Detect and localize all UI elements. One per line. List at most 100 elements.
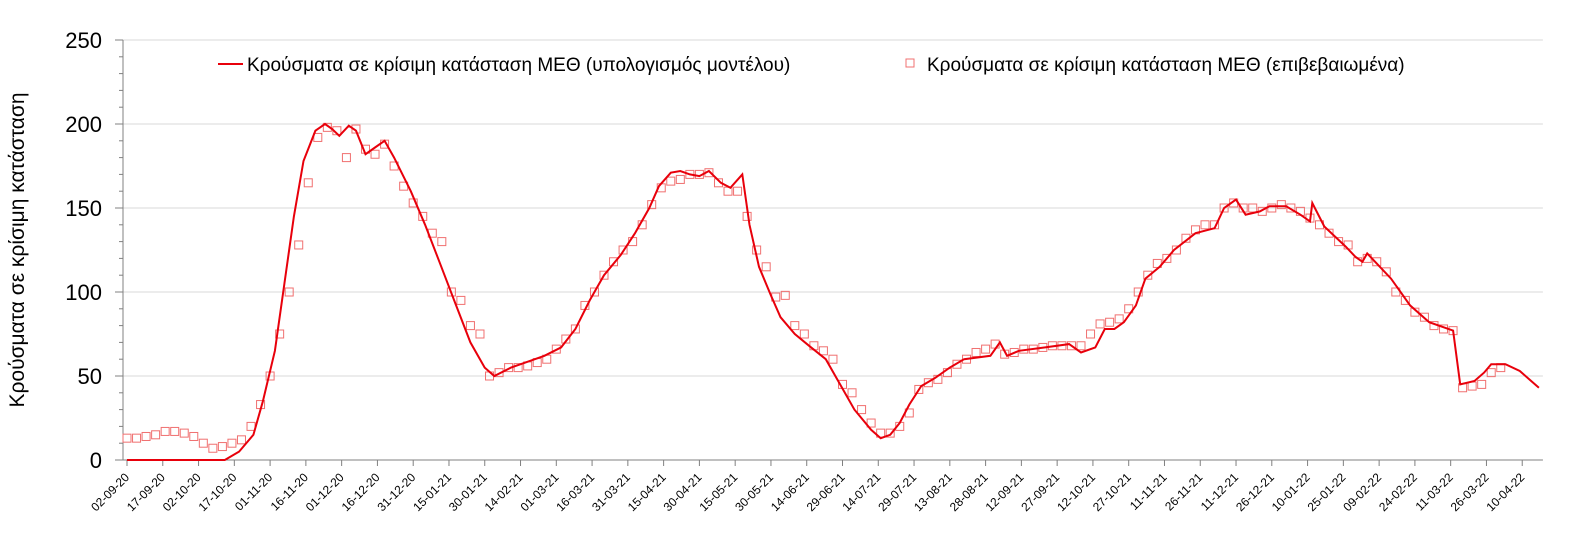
confirmed-point (885, 428, 895, 438)
confirmed-point (475, 329, 485, 339)
confirmed-point (914, 384, 924, 394)
confirmed-point (160, 426, 170, 436)
y-tick-label: 150 (65, 196, 102, 221)
confirmed-point (294, 240, 304, 250)
confirmed-point (189, 431, 199, 441)
confirmed-point (818, 346, 828, 356)
y-axis-label: Κρούσματα σε κρίσιμη κατάσταση (6, 92, 29, 407)
confirmed-point (780, 290, 790, 300)
y-tick-label: 100 (65, 280, 102, 305)
x-tick-label: 25-01-22 (1305, 470, 1349, 514)
confirmed-point (551, 344, 561, 354)
x-tick-label: 24-02-22 (1376, 470, 1420, 514)
x-tick-label: 16-03-21 (553, 470, 597, 514)
x-tick-label: 01-11-20 (232, 470, 275, 513)
x-tick-label: 09-02-22 (1340, 470, 1384, 514)
confirmed-point (561, 334, 571, 344)
confirmed-point (790, 321, 800, 331)
confirmed-point (1066, 341, 1076, 351)
confirmed-point (866, 418, 876, 428)
confirmed-point (570, 324, 580, 334)
confirmed-point (1219, 203, 1229, 213)
x-tick-label: 27-10-21 (1090, 470, 1134, 514)
confirmed-point (675, 174, 685, 184)
confirmed-point (666, 176, 676, 186)
x-tick-label: 30-01-21 (446, 470, 490, 514)
confirmed-point (1334, 237, 1344, 247)
x-tick-label: 28-08-21 (947, 470, 991, 514)
confirmed-point (132, 433, 142, 443)
confirmed-point (141, 431, 151, 441)
confirmed-point (170, 426, 180, 436)
legend-square-swatch (905, 58, 915, 68)
x-tick-label: 26-11-21 (1162, 470, 1205, 513)
confirmed-point (1486, 368, 1496, 378)
confirmed-point (198, 438, 208, 448)
confirmed-point (217, 442, 227, 452)
confirmed-point (923, 378, 933, 388)
x-tick-label: 16-12-20 (339, 470, 383, 514)
confirmed-point (1143, 270, 1153, 280)
x-tick-label: 10-01-22 (1269, 470, 1313, 514)
confirmed-point (122, 433, 132, 443)
confirmed-point (1324, 228, 1334, 238)
x-tick-label: 14-02-21 (482, 470, 526, 514)
x-tick-label: 31-12-20 (374, 470, 418, 514)
x-tick-label: 14-07-21 (840, 470, 884, 514)
confirmed-point (303, 178, 313, 188)
confirmed-point (208, 443, 218, 453)
confirmed-point (857, 405, 867, 415)
legend: Κρούσματα σε κρίσιμη κατάσταση ΜΕΘ (υπολ… (218, 55, 1405, 76)
confirmed-point (313, 132, 323, 142)
confirmed-point (1467, 381, 1477, 391)
confirmed-point (1171, 245, 1181, 255)
x-tick-label: 15-01-21 (410, 470, 454, 514)
confirmed-point (589, 287, 599, 297)
x-tick-label: 29-07-21 (875, 470, 919, 514)
confirmed-point (828, 354, 838, 364)
x-tick-label: 29-06-21 (804, 470, 848, 514)
x-tick-label: 12-09-21 (983, 470, 1027, 514)
x-tick-label: 26-12-21 (1233, 470, 1277, 514)
confirmed-point (227, 438, 237, 448)
x-tick-label: 14-06-21 (768, 470, 812, 514)
confirmed-point (1200, 220, 1210, 230)
confirmed-point (275, 329, 285, 339)
legend-label-confirmed: Κρούσματα σε κρίσιμη κατάσταση ΜΕΘ (επιβ… (927, 55, 1405, 76)
x-tick-label: 17-10-20 (196, 470, 240, 514)
x-tick-label: 17-09-20 (124, 470, 168, 514)
confirmed-point (847, 388, 857, 398)
confirmed-point (1286, 203, 1296, 213)
x-tick-label: 01-03-21 (518, 470, 562, 514)
x-tick-label: 11-11-21 (1127, 470, 1170, 513)
confirmed-point (446, 287, 456, 297)
confirmed-point (370, 149, 380, 159)
confirmed-point (761, 262, 771, 272)
confirmed-point (456, 295, 466, 305)
confirmed-point (1248, 203, 1258, 213)
x-tick-label: 13-08-21 (911, 470, 955, 514)
confirmed-point (179, 428, 189, 438)
y-tick-label: 0 (90, 448, 102, 473)
confirmed-point (1086, 329, 1096, 339)
confirmed-point (341, 153, 351, 163)
confirmed-point (284, 287, 294, 297)
confirmed-point (1419, 312, 1429, 322)
confirmed-point (236, 435, 246, 445)
x-tick-label: 15-04-21 (625, 470, 669, 514)
axes (115, 39, 1543, 466)
confirmed-point (981, 344, 991, 354)
confirmed-point (799, 329, 809, 339)
confirmed-point (1105, 317, 1115, 327)
model-series-line (127, 122, 1540, 461)
confirmed-point (733, 186, 743, 196)
confirmed-point (1076, 341, 1086, 351)
confirmed-point (1162, 253, 1172, 263)
x-tick-label: 31-03-21 (589, 470, 633, 514)
x-tick-label: 15-05-21 (696, 470, 740, 514)
x-tick-label: 27-09-21 (1018, 470, 1062, 514)
confirmed-point (618, 245, 628, 255)
confirmed-point (1276, 200, 1286, 210)
confirmed-point (437, 237, 447, 247)
